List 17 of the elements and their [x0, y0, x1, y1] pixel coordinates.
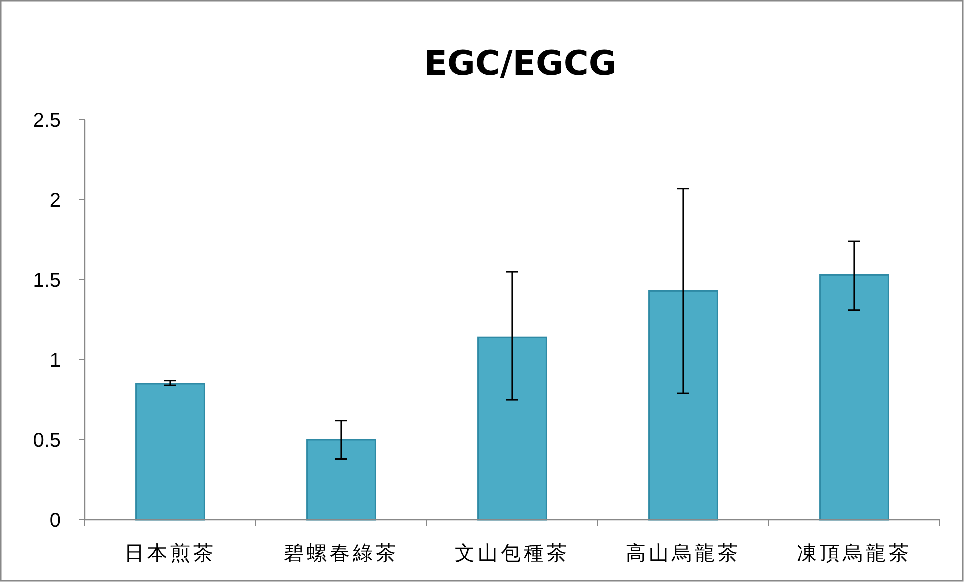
y-tick-label: 1.5 — [33, 270, 61, 292]
x-tick-label: 碧螺春綠茶 — [284, 541, 399, 565]
y-tick-label: 1 — [50, 350, 61, 372]
chart-title: EGC/EGCG — [424, 44, 617, 84]
y-tick-label: 0.5 — [33, 430, 61, 452]
y-tick-label: 0 — [50, 510, 61, 532]
x-tick-label: 凍頂烏龍茶 — [797, 541, 912, 565]
x-tick-label: 日本煎茶 — [124, 541, 216, 565]
bar — [478, 336, 548, 521]
x-tick-label: 高山烏龍茶 — [626, 541, 741, 565]
bar — [136, 383, 206, 521]
x-tick-label: 文山包種茶 — [455, 541, 570, 565]
y-tick-label: 2 — [50, 190, 61, 212]
bar — [648, 290, 718, 521]
bar — [306, 439, 376, 521]
bar — [820, 274, 890, 521]
y-tick-label: 2.5 — [33, 110, 61, 132]
